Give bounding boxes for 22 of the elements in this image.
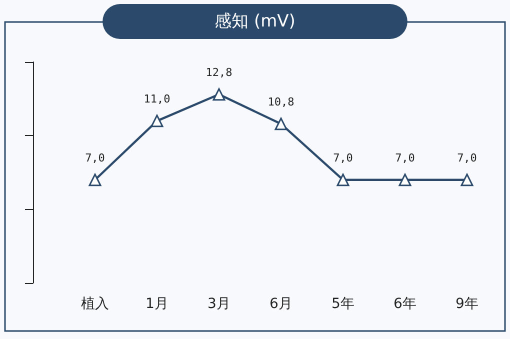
point bbox=[88, 174, 102, 186]
data-label: 10,8 bbox=[268, 96, 294, 109]
data-label: 7,0 bbox=[457, 152, 477, 165]
x-tick-label: 6年 bbox=[394, 296, 416, 312]
point bbox=[150, 114, 164, 128]
data-label: 7,0 bbox=[333, 152, 353, 165]
point bbox=[274, 118, 288, 130]
x-tick-label: 9年 bbox=[456, 296, 478, 312]
x-tick-label: 植入 bbox=[81, 296, 109, 312]
data-label: 7,0 bbox=[85, 152, 105, 165]
data-label: 11,0 bbox=[144, 92, 170, 106]
point bbox=[398, 174, 412, 186]
data-label: 7,0 bbox=[395, 152, 415, 165]
x-tick-label: 3月 bbox=[208, 296, 230, 312]
point bbox=[212, 88, 226, 101]
point bbox=[336, 174, 350, 186]
chart-title: 感知 (mV) bbox=[214, 12, 296, 32]
x-tick-label: 1月 bbox=[146, 296, 168, 312]
point bbox=[460, 174, 474, 186]
data-label: 12,8 bbox=[206, 66, 232, 80]
x-tick-label: 5年 bbox=[332, 296, 354, 312]
x-tick-label: 6月 bbox=[270, 296, 292, 312]
